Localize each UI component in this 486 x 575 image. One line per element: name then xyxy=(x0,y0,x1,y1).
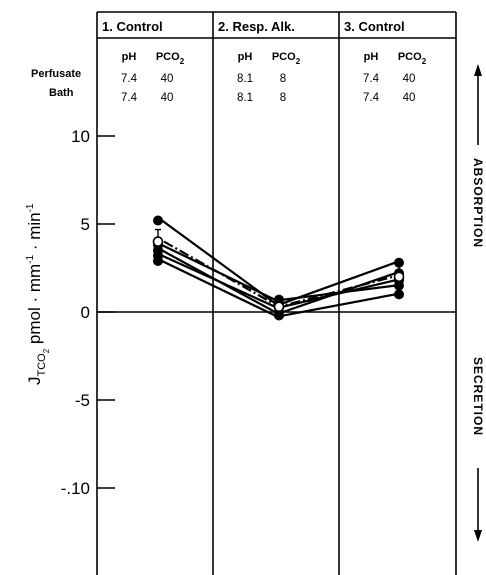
data-point xyxy=(153,255,163,266)
series-line xyxy=(282,284,396,301)
secretion-label: SECRETION xyxy=(471,357,485,436)
panel-title: 1. Control xyxy=(102,19,163,34)
y-tick-label: 10 xyxy=(71,127,90,146)
bath-pco2-value: 40 xyxy=(403,92,416,104)
series-line xyxy=(161,254,276,308)
y-tick-label: 5 xyxy=(81,215,90,234)
panel-title: 3. Control xyxy=(344,19,405,34)
y-axis-label: JTCO2 pmol · mm-1 · min-1 xyxy=(25,203,51,385)
col-header-ph: pH xyxy=(238,51,253,63)
data-points xyxy=(152,215,405,321)
col-header-ph: pH xyxy=(364,51,379,63)
data-point xyxy=(153,215,163,226)
panel-headers: 1. Control 2. Resp. Alk. 3. Control xyxy=(102,19,405,34)
bath-pco2-value: 8 xyxy=(280,92,286,104)
series-line xyxy=(161,259,276,317)
bath-ph-value: 7.4 xyxy=(363,92,380,104)
data-point xyxy=(274,310,284,321)
bath-ph-value: 7.4 xyxy=(121,92,138,104)
y-axis: 10 5 0 -5 -.10 JTCO2 pmol · mm-1 · min-1 xyxy=(25,127,456,498)
absorption-arrow-head xyxy=(474,64,482,76)
data-lines xyxy=(161,219,396,317)
bath-ph-value: 8.1 xyxy=(237,92,253,104)
perfusate-pco2-value: 8 xyxy=(280,73,286,85)
perfusate-pco2-value: 40 xyxy=(403,73,416,85)
col-header-ph: pH xyxy=(122,51,137,63)
mean-point xyxy=(393,271,405,283)
col-header-pco2: PCO2 xyxy=(156,51,185,66)
perfusate-pco2-value: 40 xyxy=(161,73,174,85)
condition-table: pH PCO2 7.4 40 7.4 40 pH PCO2 8.1 8 8.1 8 pH PCO2 7.4 4… xyxy=(31,51,427,104)
secretion-arrow-head xyxy=(474,530,482,542)
col-header-pco2: PCO2 xyxy=(398,51,427,66)
bath-pco2-value: 40 xyxy=(161,92,174,104)
mean-point xyxy=(152,236,164,247)
series-line xyxy=(282,293,396,317)
y-tick-label: 0 xyxy=(81,303,90,322)
panel-title: 2. Resp. Alk. xyxy=(218,19,295,34)
side-labels: ABSORPTION SECRETION xyxy=(471,64,485,542)
absorption-label: ABSORPTION xyxy=(471,158,485,248)
data-point xyxy=(394,289,404,300)
row-label-bath: Bath xyxy=(49,87,74,99)
y-tick-label: -.10 xyxy=(61,479,90,498)
row-label-perfusate: Perfusate xyxy=(31,68,81,80)
mean-point xyxy=(273,301,285,313)
perfusate-ph-value: 7.4 xyxy=(121,73,138,85)
perfusate-ph-value: 7.4 xyxy=(363,73,380,85)
y-tick-label: -5 xyxy=(75,391,90,410)
perfusate-ph-value: 8.1 xyxy=(237,73,253,85)
col-header-pco2: PCO2 xyxy=(272,51,301,66)
